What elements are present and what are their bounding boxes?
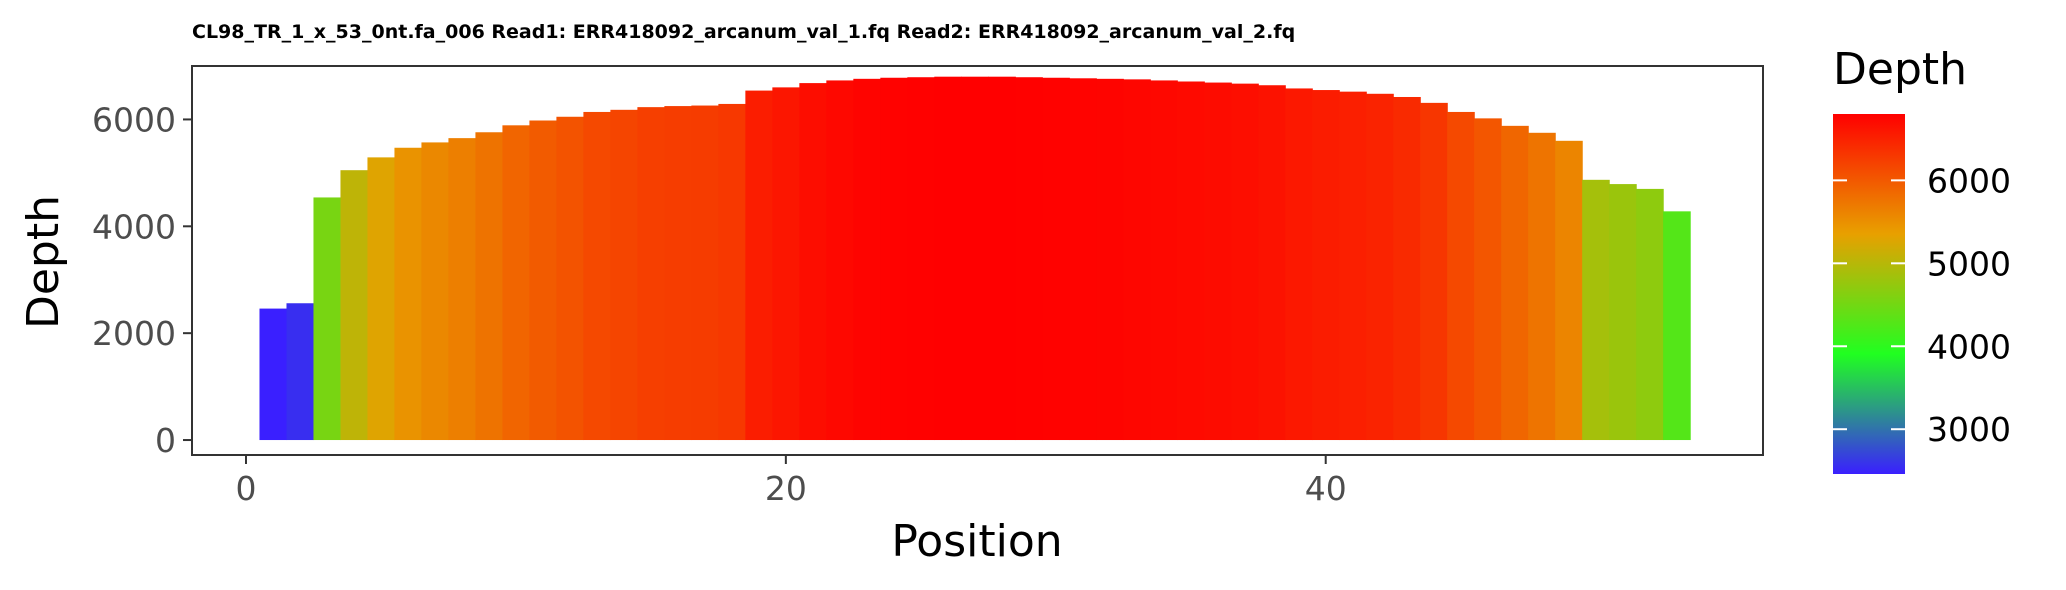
legend-tick-label: 3000: [1927, 410, 2011, 449]
bar-position-30: [1042, 77, 1070, 441]
bar-position-16: [664, 106, 692, 441]
bar-position-44: [1420, 102, 1448, 441]
bar-position-33: [1123, 79, 1151, 441]
bar-position-2: [286, 303, 315, 441]
legend-colorbar: [1833, 114, 1905, 474]
bar-position-38: [1258, 85, 1286, 441]
bar-position-17: [691, 105, 719, 441]
bar-position-27: [961, 76, 989, 441]
bar-position-47: [1501, 125, 1529, 441]
bar-position-6: [394, 147, 423, 441]
bar-position-52: [1636, 188, 1664, 441]
bar-position-50: [1582, 179, 1610, 441]
bar-position-39: [1285, 88, 1313, 441]
bar-position-37: [1231, 83, 1259, 441]
bar-position-41: [1339, 91, 1367, 441]
bar-position-31: [1069, 78, 1097, 441]
bar-position-23: [853, 78, 881, 441]
bar-position-8: [448, 138, 477, 441]
y-axis: 0 2000 4000 6000: [92, 100, 192, 460]
bar-position-7: [421, 142, 450, 441]
bar-position-40: [1312, 90, 1340, 441]
legend-tick-label: 6000: [1927, 161, 2011, 200]
bar-position-4: [340, 170, 369, 441]
bar-position-3: [313, 197, 342, 441]
legend-tick-label: 4000: [1927, 327, 2011, 366]
plot-panel-border: [191, 65, 1764, 456]
bar-position-49: [1555, 140, 1583, 441]
x-axis-title: Position: [891, 516, 1062, 567]
x-tick-label: 20: [765, 469, 807, 508]
bar-position-32: [1096, 78, 1124, 441]
y-tick-label: 6000: [92, 100, 176, 139]
bar-position-25: [907, 77, 935, 441]
bar-position-28: [988, 76, 1016, 441]
bar-position-36: [1204, 82, 1232, 441]
bar-position-13: [583, 111, 611, 441]
legend-tick-label: 5000: [1927, 244, 2011, 283]
x-tick-label: 40: [1305, 469, 1347, 508]
legend-title: Depth: [1833, 44, 1967, 95]
bar-position-9: [475, 132, 504, 441]
bar-position-12: [556, 116, 585, 441]
x-axis: 0 20 40: [235, 455, 1347, 508]
bar-position-11: [529, 120, 558, 441]
bar-position-26: [934, 76, 962, 441]
y-tick-label: 0: [155, 421, 176, 460]
bar-position-24: [880, 77, 908, 441]
bar-position-10: [502, 125, 531, 441]
y-tick-label: 4000: [92, 207, 176, 246]
bars-group: [259, 76, 1691, 441]
bar-position-15: [637, 107, 665, 441]
y-axis-title: Depth: [18, 195, 69, 329]
bar-position-46: [1474, 118, 1502, 441]
bar-position-48: [1528, 132, 1556, 441]
bar-position-21: [799, 83, 827, 441]
y-tick-label: 2000: [92, 314, 176, 353]
x-tick-label: 0: [235, 469, 256, 508]
bar-position-51: [1609, 184, 1637, 441]
bar-position-1: [259, 308, 288, 441]
bar-position-53: [1663, 211, 1691, 441]
bar-position-14: [610, 109, 638, 441]
bar-position-29: [1015, 77, 1043, 441]
bar-position-43: [1393, 96, 1421, 441]
bar-position-22: [826, 80, 854, 441]
bar-position-42: [1366, 93, 1394, 441]
bar-position-34: [1150, 80, 1178, 441]
bar-position-35: [1177, 81, 1205, 441]
bar-position-5: [367, 157, 396, 441]
bar-position-45: [1447, 111, 1475, 441]
legend-ticks: 3000 4000 5000 6000: [1833, 161, 2011, 449]
bar-position-18: [718, 103, 746, 441]
bar-position-20: [772, 87, 800, 441]
legend: Depth 3000 4000 5000 6000: [1833, 44, 2011, 474]
chart-title: CL98_TR_1_x_53_0nt.fa_006 Read1: ERR4180…: [192, 21, 1295, 43]
bar-position-19: [745, 90, 773, 441]
